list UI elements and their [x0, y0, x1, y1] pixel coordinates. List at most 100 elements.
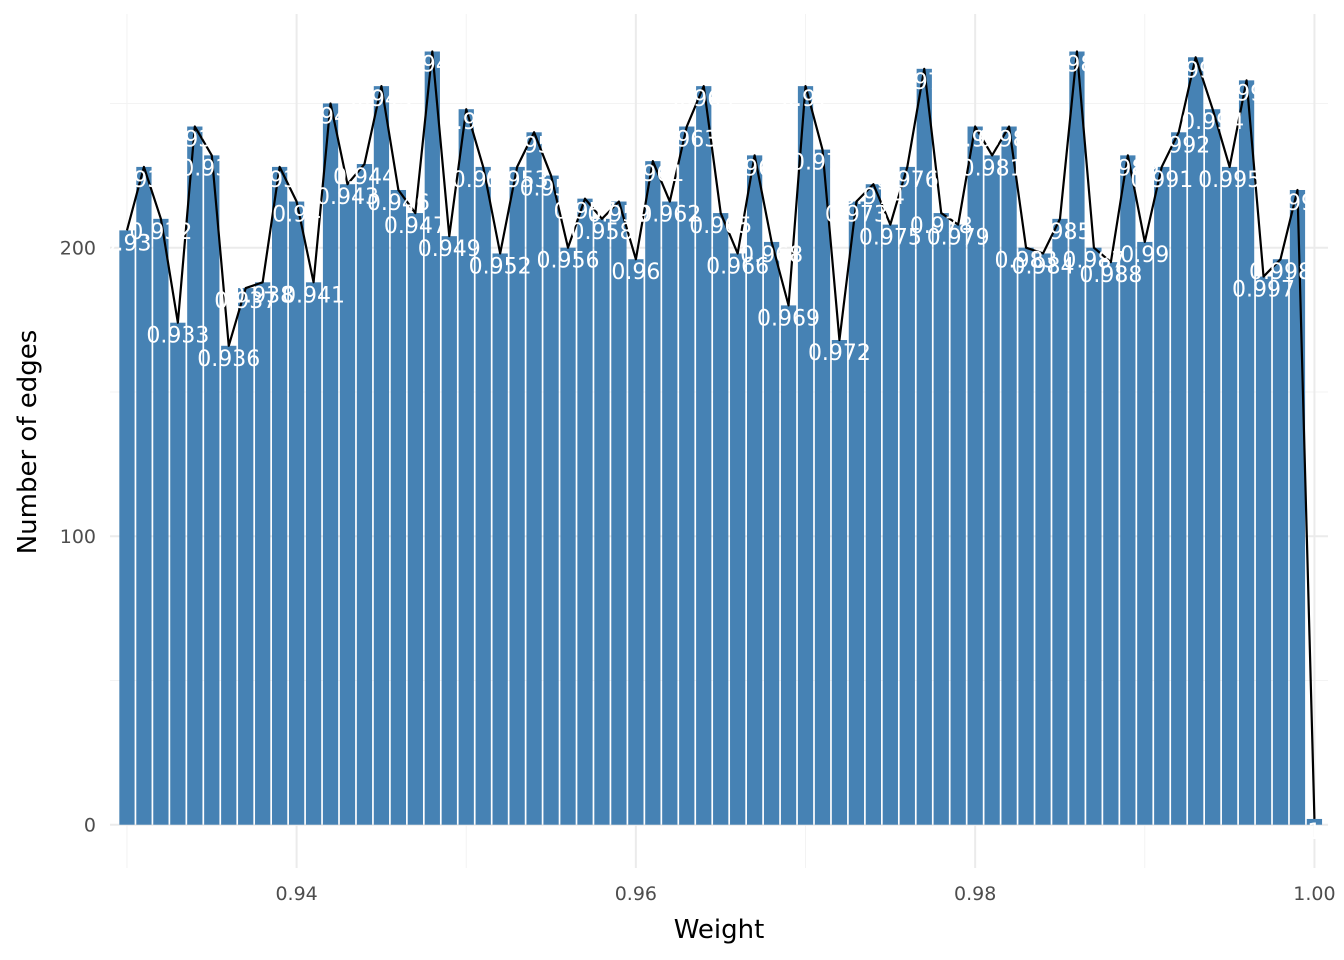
bar-value-label: 0.989 — [1096, 156, 1159, 181]
bar-value-label: 0.965 — [689, 214, 752, 239]
histogram-bar — [560, 247, 576, 825]
bar-value-label: 0.947 — [384, 214, 447, 239]
histogram-bar — [1001, 126, 1017, 825]
y-tick-label: 200 — [60, 238, 96, 260]
bar-value-label: 0.996 — [1215, 81, 1278, 106]
histogram-bar — [475, 166, 491, 825]
bar-value-label: 0.938 — [231, 283, 294, 308]
histogram-bar — [1069, 51, 1085, 825]
bar-value-label: 0.953 — [486, 168, 549, 193]
histogram-bar — [204, 155, 220, 825]
histogram-bar — [916, 68, 932, 825]
histogram-bar — [255, 282, 271, 825]
bar-value-label: 0.975 — [859, 226, 922, 251]
histogram-bar — [356, 164, 373, 825]
bar-value-label: 0.944 — [333, 165, 396, 190]
x-axis-title: Weight — [674, 915, 765, 945]
histogram-bar — [933, 213, 949, 825]
y-tick-label: 0 — [84, 815, 96, 837]
histogram-bar — [1154, 166, 1170, 825]
histogram-bar — [187, 126, 203, 825]
bar-value-label: 0.985 — [1028, 220, 1091, 245]
histogram-bar — [492, 253, 508, 825]
bar-value-label: 0.958 — [570, 220, 633, 245]
histogram-bar — [1137, 241, 1153, 825]
bar-value-label: 0.943 — [316, 185, 379, 210]
bar-value-label: 0.974 — [842, 185, 905, 210]
bars — [119, 51, 1323, 825]
histogram-bar — [1205, 109, 1221, 825]
bar-value-label: 0.93 — [102, 231, 151, 256]
histogram-bar — [272, 166, 288, 825]
bar-value-label: 0.954 — [503, 133, 566, 158]
bar-value-label: 0.964 — [672, 87, 735, 112]
bar-value-label: 0.978 — [910, 214, 973, 239]
bar-value-label: 0.949 — [418, 237, 481, 262]
bar-value-label: 0.962 — [638, 203, 701, 228]
histogram-bar — [713, 213, 729, 825]
bar-value-label: 0.981 — [961, 156, 1024, 181]
bar-value-label: 0.999 — [1266, 191, 1329, 216]
histogram-bar — [628, 259, 644, 825]
histogram-bar — [238, 288, 254, 825]
x-tick-label: 0.98 — [954, 883, 996, 905]
histogram-bar — [1272, 259, 1289, 825]
histogram-bar — [577, 198, 593, 825]
histogram-bar — [1018, 247, 1034, 825]
histogram-bar — [662, 201, 678, 825]
bar-value-label: 0.99 — [1120, 243, 1169, 268]
bar-value-label: 0.979 — [927, 226, 990, 251]
x-tick-label: 0.94 — [275, 883, 317, 905]
histogram-bar — [339, 184, 356, 825]
bar-value-label: 0.969 — [757, 306, 820, 331]
bar-value-label: 0.942 — [299, 104, 362, 129]
histogram-bar — [119, 230, 135, 825]
bar-value-label: 0.946 — [367, 191, 430, 216]
histogram-bar — [1103, 262, 1119, 825]
histogram-bar — [153, 218, 169, 825]
histogram-bar — [1255, 276, 1272, 825]
histogram-bar — [509, 166, 525, 825]
histogram-bar — [288, 201, 305, 825]
histogram-bar — [696, 86, 712, 825]
bar-value-label: 0.988 — [1079, 263, 1142, 288]
histogram-bar — [221, 345, 237, 825]
histogram-bar — [967, 126, 983, 825]
bar-value-label: 0.956 — [537, 249, 600, 274]
bar-value-label: 0.976 — [876, 168, 939, 193]
trend-line — [125, 50, 1316, 819]
histogram-bar — [322, 103, 339, 825]
histogram-bar — [526, 132, 542, 825]
histogram-bar — [950, 224, 966, 825]
bar-value-label: 0.98 — [951, 128, 1000, 153]
x-tick-label: 0.96 — [615, 883, 657, 905]
y-axis-ticks: 0 100 200 — [60, 238, 96, 837]
histogram-bar — [1171, 132, 1187, 825]
histogram-bar — [730, 253, 746, 825]
histogram-bar — [746, 155, 763, 825]
histogram-bar — [899, 166, 915, 825]
histogram-bar — [780, 305, 797, 825]
histogram-bar — [1052, 218, 1068, 825]
histogram-bar — [305, 282, 322, 825]
bar-value-label: 0.977 — [893, 70, 956, 95]
bar-value-label: 0.992 — [1147, 133, 1210, 158]
histogram-bar — [594, 218, 610, 825]
histogram-bar — [170, 322, 186, 825]
histogram-bar — [1238, 80, 1255, 825]
histogram-bar — [1188, 57, 1204, 825]
bar-labels: 0.930.9310.9320.9330.9340.9350.9360.9370… — [102, 53, 1328, 845]
bar-value-label: 0.935 — [180, 156, 243, 181]
histogram-bar — [763, 241, 780, 825]
bar-value-label: 0.939 — [248, 168, 311, 193]
bar-value-label: 0.932 — [129, 220, 192, 245]
bar-value-label: 0.967 — [723, 156, 786, 181]
bar-value-label: 0.966 — [706, 254, 769, 279]
bar-value-label: 0.983 — [995, 249, 1058, 274]
bar-value-label: 0.987 — [1062, 249, 1125, 274]
bar-value-label: 0.973 — [825, 203, 888, 228]
histogram-bar — [1035, 253, 1051, 825]
bar-value-label: 0.982 — [978, 128, 1041, 153]
bar-value-label: 0.96 — [611, 260, 660, 285]
